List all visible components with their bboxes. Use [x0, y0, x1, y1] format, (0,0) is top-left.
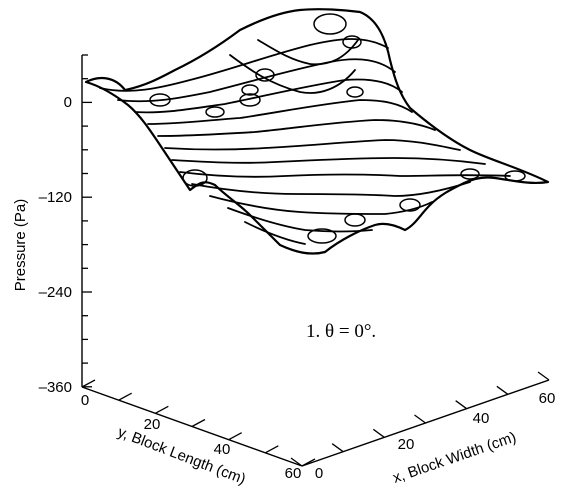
x-tick-label: 40: [473, 410, 490, 427]
pressure-surface: [84, 8, 550, 255]
contour-line: [229, 54, 356, 94]
contour-blob: [460, 168, 480, 180]
contour-line: [134, 78, 403, 114]
base-axis-ticks: [81, 371, 550, 467]
contour-blob: [239, 93, 261, 107]
surface-outline: [84, 8, 550, 255]
z-tick-label: –240: [39, 284, 72, 301]
contour-line: [191, 181, 471, 197]
contour-lines: [99, 13, 526, 245]
contour-blob: [399, 198, 421, 212]
contour-line: [99, 38, 389, 92]
x-axis-tick: [372, 428, 385, 438]
contour-blob: [342, 35, 362, 49]
z-tick-label: –360: [39, 379, 72, 396]
x-axis-tick: [290, 457, 303, 467]
contour-blob: [255, 68, 275, 82]
contour-blob: [205, 106, 225, 118]
y-axis-tick: [81, 379, 96, 388]
contour-blob: [313, 13, 347, 35]
y-tick-label: 60: [285, 465, 302, 482]
contour-line: [164, 139, 461, 151]
x-axis-tick: [496, 385, 509, 395]
x-axis-tick: [455, 400, 468, 410]
y-axis-tick: [155, 405, 169, 414]
y-axis-tick: [265, 445, 279, 454]
y-axis-tick: [191, 418, 206, 428]
contour-blob: [346, 86, 364, 98]
contour-line: [147, 99, 413, 125]
z-tick-label: 0: [64, 94, 72, 111]
contour-line: [157, 119, 436, 137]
y-axis-tick: [118, 392, 132, 401]
x-axis-tick: [331, 443, 344, 453]
y-axis-tick: [228, 432, 242, 441]
x-tick-label: 60: [539, 390, 556, 407]
contour-line: [227, 207, 373, 233]
contour-blob: [344, 213, 366, 227]
contour-blob: [149, 93, 171, 107]
contour-blob: [504, 170, 526, 182]
y-axis-tick: [301, 458, 316, 467]
z-axis-ticks: [82, 54, 92, 388]
x-axis-tick: [414, 414, 426, 424]
x-tick-label: 20: [398, 436, 415, 453]
contour-blob: [241, 84, 259, 96]
y-tick-label: 40: [214, 441, 231, 458]
z-axis-title: Pressure (Pa): [12, 199, 29, 292]
contour-line: [257, 39, 359, 66]
y-tick-label: 20: [144, 416, 161, 433]
x-tick-label: 0: [315, 465, 323, 482]
contour-line: [179, 171, 511, 178]
z-tick-label: –120: [39, 189, 72, 206]
x-axis-tick: [537, 371, 550, 381]
case-annotation: 1. θ = 0°.: [306, 321, 376, 342]
contour-line: [244, 221, 306, 245]
contour-line: [171, 157, 486, 165]
y-tick-label: 0: [81, 392, 89, 409]
contour-blob: [307, 228, 337, 244]
contour-blob: [182, 169, 208, 187]
